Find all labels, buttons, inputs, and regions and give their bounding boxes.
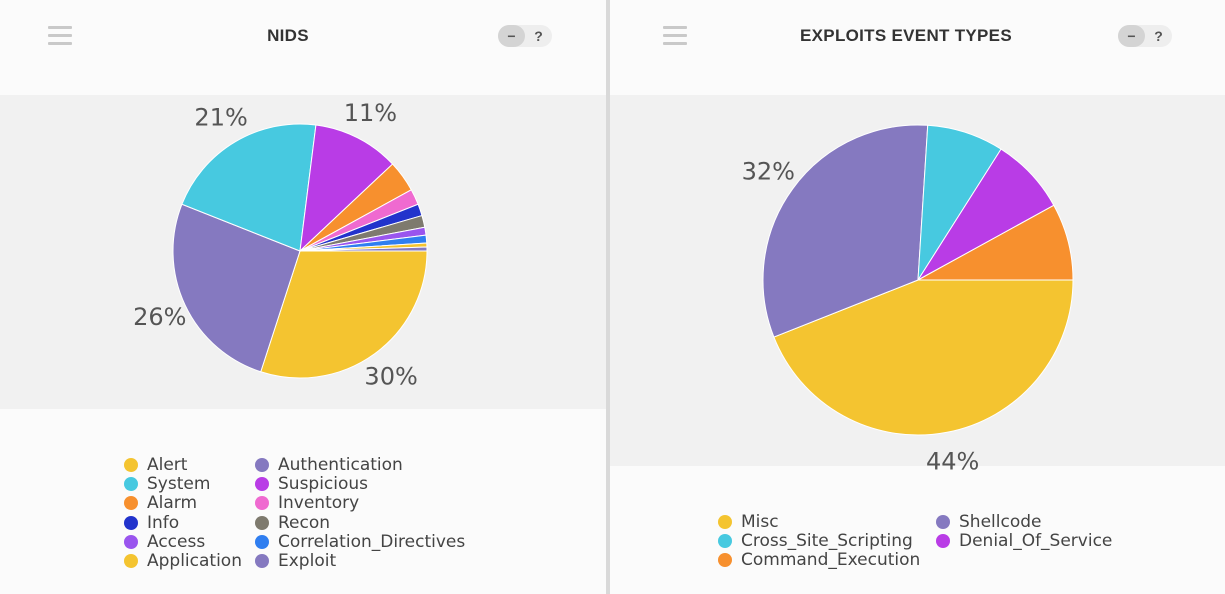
hamburger-menu-icon[interactable] xyxy=(48,26,72,48)
legend-item-correlation-directives[interactable]: Correlation_Directives xyxy=(255,531,466,552)
legend-swatch xyxy=(124,534,138,549)
legend-item-shellcode[interactable]: Shellcode xyxy=(936,511,1112,532)
data-label-shellcode: 32% xyxy=(742,157,795,185)
legend-column: Authentication Suspicious Inventory Recon Co… xyxy=(255,455,465,571)
data-label-misc: 44% xyxy=(926,448,979,476)
legend-label: Access xyxy=(147,531,206,552)
help-button[interactable]: ? xyxy=(534,28,543,44)
legend-item-info[interactable]: Info xyxy=(124,512,242,533)
minimize-button[interactable]: − xyxy=(1118,25,1145,47)
data-label-suspicious: 11% xyxy=(344,99,397,127)
exploits-panel: EXPLOITS EVENT TYPES − ? 44% 32% Misc Cros… xyxy=(610,0,1225,594)
legend-label: Recon xyxy=(278,512,331,533)
legend-column: Misc Cross_Site_Scripting Command_Executio… xyxy=(718,512,920,570)
legend-swatch xyxy=(255,515,269,530)
legend-label: Command_Execution xyxy=(741,550,921,571)
panel-controls: − ? xyxy=(498,25,552,47)
legend-label: Alert xyxy=(147,454,188,475)
legend-swatch xyxy=(255,457,269,472)
legend-swatch xyxy=(124,554,138,569)
legend-item-alarm[interactable]: Alarm xyxy=(124,493,242,514)
legend-column: Shellcode Denial_Of_Service xyxy=(936,512,1112,551)
legend-label: Inventory xyxy=(278,493,360,514)
legend-swatch xyxy=(255,496,269,511)
legend-label: Misc xyxy=(741,511,779,532)
legend-label: Shellcode xyxy=(959,511,1042,532)
legend-label: Cross_Site_Scripting xyxy=(741,530,913,551)
legend-label: Authentication xyxy=(278,454,403,475)
legend-item-denial-of-service[interactable]: Denial_Of_Service xyxy=(936,530,1113,551)
pie-slice-authentication[interactable] xyxy=(172,203,301,373)
legend-item-misc[interactable]: Misc xyxy=(718,511,920,532)
help-button[interactable]: ? xyxy=(1154,28,1163,44)
nids-pie-chart: 30% 26% 21% 11% xyxy=(133,99,428,390)
pie-slice-alert[interactable] xyxy=(260,250,428,379)
legend-swatch xyxy=(718,533,732,548)
legend-item-recon[interactable]: Recon xyxy=(255,512,465,533)
panel-title: NIDS xyxy=(267,26,309,45)
legend-item-inventory[interactable]: Inventory xyxy=(255,493,465,514)
pie-slice-system[interactable] xyxy=(181,123,317,252)
legend-label: Correlation_Directives xyxy=(278,531,466,552)
legend-swatch xyxy=(718,514,732,529)
legend-item-command-execution[interactable]: Command_Execution xyxy=(718,550,921,571)
pie-slice-command-execution[interactable] xyxy=(917,204,1074,281)
legend-label: Exploit xyxy=(278,551,337,572)
legend-label: System xyxy=(147,473,211,494)
legend-item-application[interactable]: Application xyxy=(124,551,242,572)
legend-label: Info xyxy=(147,512,180,533)
legend-item-access[interactable]: Access xyxy=(124,531,242,552)
legend-item-suspicious[interactable]: Suspicious xyxy=(255,473,465,494)
legend-swatch xyxy=(718,553,732,568)
legend-column: Alert System Alarm Info Access Application xyxy=(124,455,242,571)
data-label-alert: 30% xyxy=(364,362,417,390)
exploits-pie-chart: 44% 32% xyxy=(742,124,1074,476)
legend-item-system[interactable]: System xyxy=(124,473,242,494)
panel-controls: − ? xyxy=(1118,25,1172,47)
hamburger-menu-icon[interactable] xyxy=(663,26,687,48)
legend-swatch xyxy=(255,476,269,491)
legend-item-authentication[interactable]: Authentication xyxy=(255,454,465,475)
panel-title: EXPLOITS EVENT TYPES xyxy=(800,26,1012,45)
legend-swatch xyxy=(124,515,138,530)
legend-label: Alarm xyxy=(147,493,198,514)
panel-divider xyxy=(606,0,610,594)
pie-slice-exploit[interactable] xyxy=(299,246,428,252)
legend-swatch xyxy=(936,514,950,529)
legend-swatch xyxy=(936,533,950,548)
legend-item-exploit[interactable]: Exploit xyxy=(255,551,465,572)
nids-panel: NIDS − ? 30% 26% 21% 11% Alert System Alarm In… xyxy=(0,0,606,594)
legend-swatch xyxy=(124,476,138,491)
legend-item-cross-site-scripting[interactable]: Cross_Site_Scripting xyxy=(718,530,920,551)
legend-label: Suspicious xyxy=(278,473,369,494)
pie-slice-suspicious[interactable] xyxy=(299,124,394,253)
legend-swatch xyxy=(124,457,138,472)
legend-label: Application xyxy=(147,551,242,572)
legend-swatch xyxy=(124,496,138,511)
legend-swatch xyxy=(255,534,269,549)
minimize-button[interactable]: − xyxy=(498,25,525,47)
data-label-system: 21% xyxy=(194,104,247,132)
legend-swatch xyxy=(255,554,269,569)
pie-slice-misc[interactable] xyxy=(773,279,1074,436)
legend-label: Denial_Of_Service xyxy=(959,530,1113,551)
pie-slice-shellcode[interactable] xyxy=(762,124,929,338)
legend-item-alert[interactable]: Alert xyxy=(124,454,242,475)
data-label-authentication: 26% xyxy=(133,303,186,331)
